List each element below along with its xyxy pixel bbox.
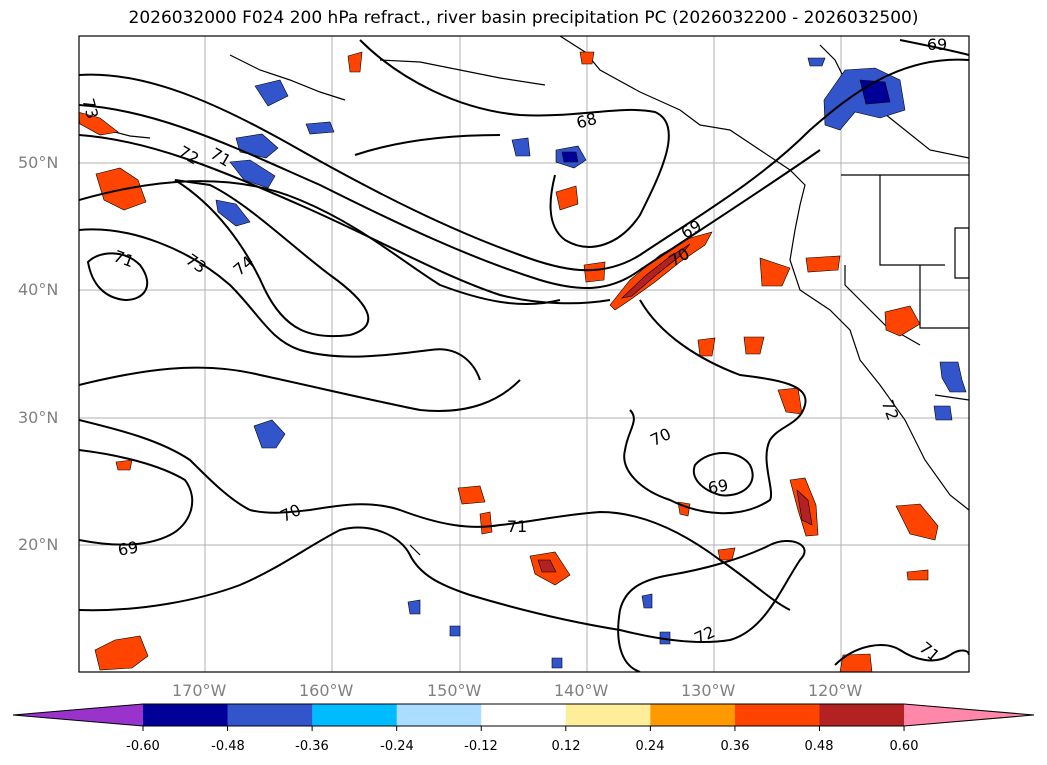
colorbar-segment bbox=[312, 704, 398, 726]
colorbar-segment bbox=[819, 704, 905, 726]
colorbar-tick-label: -0.24 bbox=[380, 739, 414, 754]
lon-label-170w: 170°W bbox=[172, 681, 227, 700]
colorbar-tick-label: 0.60 bbox=[889, 739, 919, 754]
colorbar-segment bbox=[481, 704, 567, 726]
precip-negative-areas bbox=[215, 57, 967, 669]
contour-label: 73 bbox=[79, 96, 103, 121]
plot-area bbox=[79, 36, 969, 672]
colorbar-segment bbox=[650, 704, 736, 726]
colorbar-extend-low bbox=[13, 704, 143, 726]
colorbar-segment bbox=[227, 704, 313, 726]
colorbar-tick-label: -0.48 bbox=[211, 739, 245, 754]
refractivity-contours bbox=[79, 39, 969, 672]
plot-frame bbox=[78, 35, 970, 673]
lat-label-30n: 30°N bbox=[18, 408, 59, 427]
lat-label-40n: 40°N bbox=[18, 280, 59, 299]
colorbar-segment bbox=[565, 704, 651, 726]
colorbar bbox=[12, 703, 1035, 731]
lon-label-130w: 130°W bbox=[681, 681, 736, 700]
colorbar-segment bbox=[396, 704, 482, 726]
colorbar-tick-label: 0.48 bbox=[804, 739, 834, 754]
colorbar-tick-label: 0.24 bbox=[635, 739, 665, 754]
lon-label-120w: 120°W bbox=[808, 681, 863, 700]
contour-label: 71 bbox=[507, 517, 527, 536]
colorbar-tick-label: 0.12 bbox=[551, 739, 581, 754]
lat-label-20n: 20°N bbox=[18, 535, 59, 554]
colorbar-tick-label: 0.36 bbox=[720, 739, 750, 754]
contour-label: 69 bbox=[927, 35, 947, 54]
map-title: 2026032000 F024 200 hPa refract., river … bbox=[128, 8, 919, 28]
colorbar-extend-high bbox=[904, 704, 1034, 726]
colorbar-tick-label: -0.60 bbox=[126, 739, 160, 754]
contour-label: 69 bbox=[116, 537, 139, 559]
graticule bbox=[79, 36, 969, 672]
lat-label-50n: 50°N bbox=[18, 153, 59, 172]
lon-label-150w: 150°W bbox=[427, 681, 482, 700]
contour-label: 69 bbox=[706, 475, 729, 497]
precip-positive-areas bbox=[79, 51, 939, 672]
colorbar-segment bbox=[143, 704, 229, 726]
colorbar-tick-label: -0.36 bbox=[295, 739, 329, 754]
colorbar-segment bbox=[734, 704, 820, 726]
colorbar-tick-label: -0.12 bbox=[464, 739, 498, 754]
contour-label: 68 bbox=[574, 109, 599, 133]
lon-label-160w: 160°W bbox=[299, 681, 354, 700]
lon-label-140w: 140°W bbox=[554, 681, 609, 700]
